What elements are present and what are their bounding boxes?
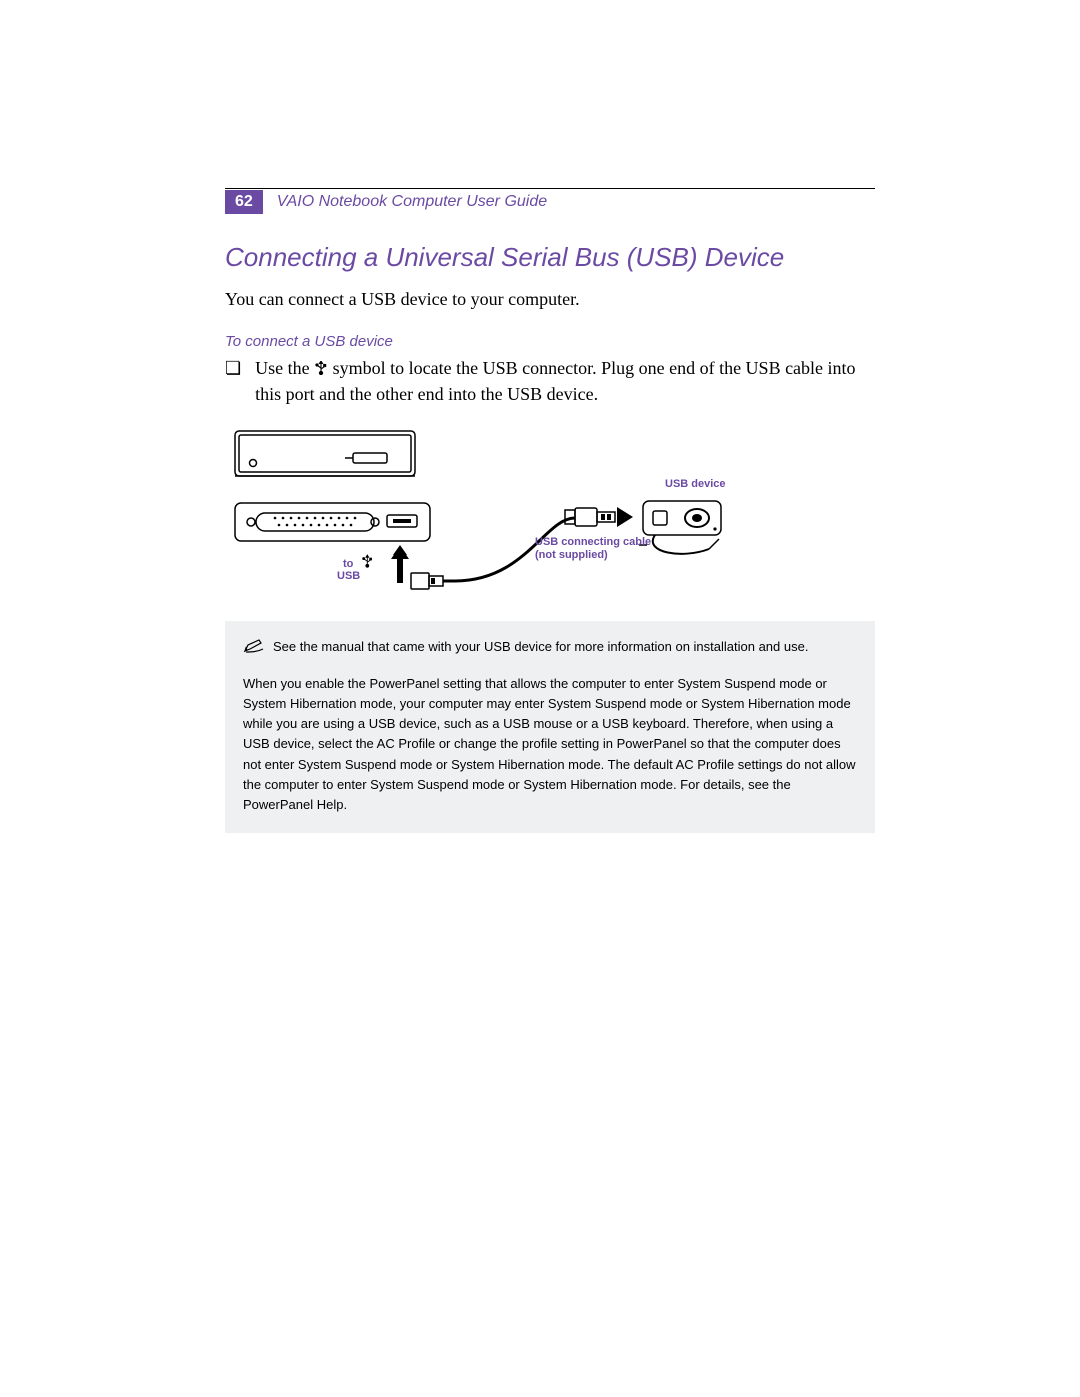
- subheading: To connect a USB device: [225, 333, 875, 350]
- section-title: Connecting a Universal Serial Bus (USB) …: [225, 242, 875, 273]
- bullet-text: Use the symbol to locate the USB connect…: [255, 356, 875, 407]
- diagram-svg: to USB: [225, 423, 785, 603]
- note-box: See the manual that came with your USB d…: [225, 621, 875, 833]
- label-cable: USB connecting cable: [535, 536, 651, 548]
- header-title: VAIO Notebook Computer User Guide: [277, 193, 547, 211]
- bullet-suffix: symbol to locate the USB connector. Plug…: [255, 358, 855, 403]
- page-content: 62 VAIO Notebook Computer User Guide Con…: [225, 190, 875, 833]
- connection-diagram: to USB: [225, 423, 875, 603]
- note-paragraph-1: See the manual that came with your USB d…: [243, 637, 857, 660]
- label-to: to: [343, 558, 354, 570]
- pencil-icon: [243, 638, 265, 660]
- label-usb: USB: [337, 570, 360, 582]
- note-text-1: See the manual that came with your USB d…: [273, 637, 808, 657]
- page-number: 62: [225, 190, 263, 214]
- note-paragraph-2: When you enable the PowerPanel setting t…: [243, 674, 857, 815]
- top-rule: [225, 188, 875, 189]
- intro-text: You can connect a USB device to your com…: [225, 287, 875, 311]
- page-header: 62 VAIO Notebook Computer User Guide: [225, 190, 875, 214]
- instruction-bullet: ❏ Use the symbol to locate the USB conne…: [225, 356, 875, 407]
- label-cable-sub: (not supplied): [535, 549, 608, 561]
- usb-symbol-icon: [314, 360, 328, 377]
- bullet-marker: ❏: [225, 358, 241, 379]
- bullet-prefix: Use the: [255, 358, 314, 378]
- label-usb-device: USB device: [665, 478, 726, 490]
